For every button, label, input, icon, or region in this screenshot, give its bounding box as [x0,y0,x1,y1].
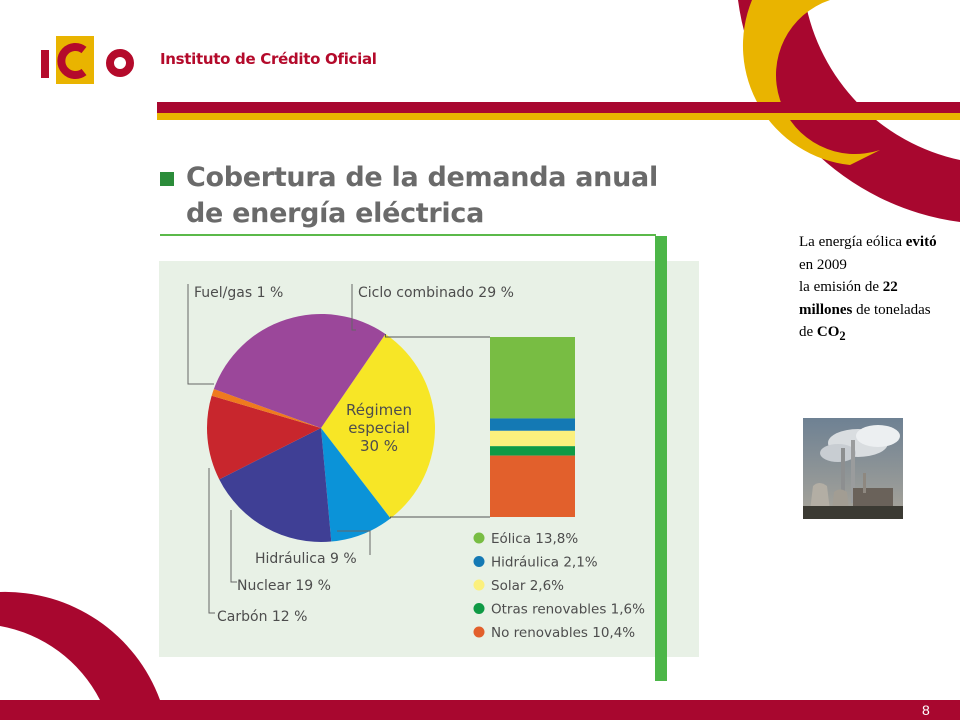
title-rule [160,234,656,236]
bar-segment-0 [490,337,575,419]
side-note-t2: evitó [905,234,937,250]
title-bullet [160,172,174,186]
ico-logo [41,36,134,84]
leader-line-5 [351,284,356,331]
legend-marker-3 [473,603,485,614]
leader-line-3 [208,468,215,614]
leader-line-4 [187,284,214,385]
connector-top [384,333,490,338]
legend-marker-0 [473,532,485,544]
pie-slice-0 [321,333,435,519]
org-name: Instituto de Crédito Oficial [160,50,377,68]
side-note-t4: la emisión de [799,279,883,295]
page-number: 8 [922,702,930,718]
pie-label-2: Nuclear 19 % [237,578,331,594]
legend-marker-1 [473,556,485,567]
pie-slice-1 [321,428,391,542]
side-note-t5: 22 millones [799,279,898,318]
pie-slice-5 [213,314,386,428]
chart-title-line1: Cobertura de la demanda anual [186,162,658,193]
pie-slice-4 [211,388,321,428]
inner-label-line2: especial [348,419,410,437]
legend-label-3: Otras renovables 1,6% [491,602,645,618]
connector-bottom [390,516,490,519]
legend-label-4: No renovables 10,4% [491,625,635,641]
pie-label-3: Carbón 12 % [217,609,307,625]
bar-segment-2 [490,430,575,447]
header-bar-red [157,102,960,113]
bar-segment-3 [490,446,575,456]
pie-label-5: Ciclo combinado 29 % [358,285,514,301]
bar-segment-4 [490,455,575,517]
side-note-t3: en 2009 [799,256,847,273]
power-plant-photo [803,418,903,519]
legend-marker-4 [473,626,485,638]
side-note-t8: 2 [839,329,846,343]
legend-label-2: Solar 2,6% [491,578,564,594]
pie-slice-2 [219,428,332,542]
leader-line-2 [230,510,237,583]
footer-bar [0,700,960,720]
side-note-t1: La energía eólica [799,234,906,250]
inner-label-line1: Régimen [346,401,412,419]
pie-label-1: Hidráulica 9 % [255,551,357,567]
side-note-t7: CO [816,324,840,340]
side-note: La energía eólica evitó en 2009 la emisió… [799,231,939,348]
inner-label-line3: 30 % [360,437,398,455]
leader-line-1 [337,530,371,555]
legend-marker-2 [473,579,485,591]
side-note-t6: de toneladas de [799,301,931,341]
legend-label-0: Eólica 13,8% [491,531,578,547]
pie-label-4: Fuel/gas 1 % [194,285,283,301]
pie-slice-3 [206,395,321,480]
header-bar-yellow [157,113,960,120]
chart-title-line2: de energía eléctrica [186,198,484,229]
legend-label-1: Hidráulica 2,1% [491,555,598,571]
panel-green-bar [655,236,667,681]
bar-segment-1 [490,418,575,431]
